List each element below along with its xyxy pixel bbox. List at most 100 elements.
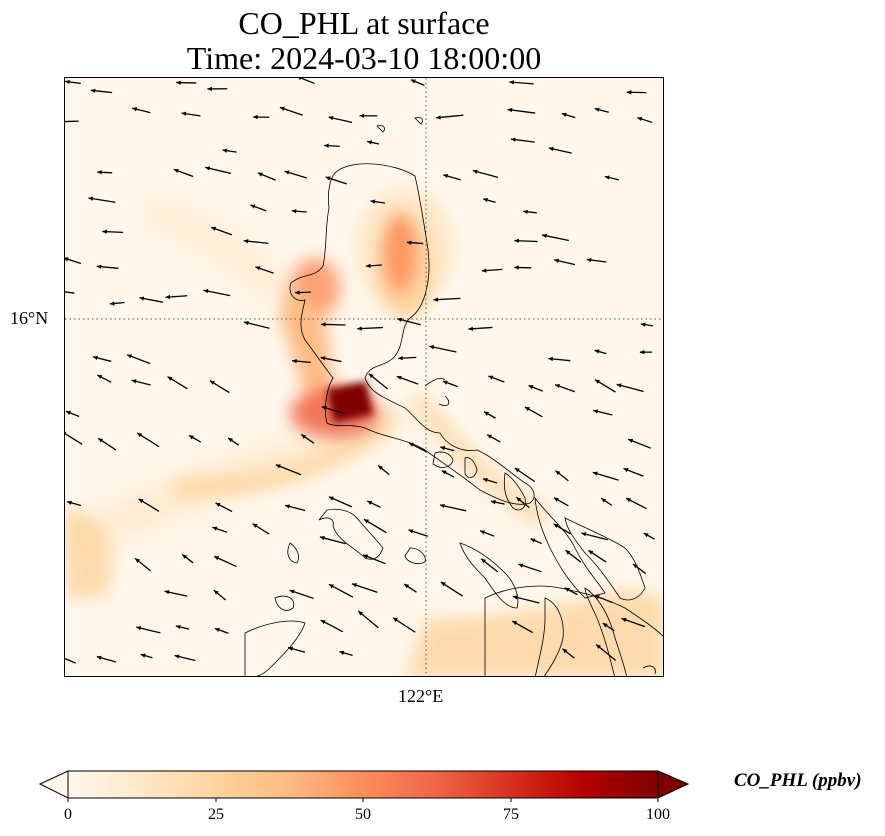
- wind-arrow: [594, 594, 613, 604]
- wind-arrow: [215, 502, 233, 513]
- wind-arrow: [207, 86, 228, 92]
- wind-arrow: [325, 176, 347, 185]
- wind-arrow: [165, 294, 188, 300]
- wind-arrow: [126, 354, 151, 365]
- wind-arrow: [523, 209, 537, 215]
- wind-arrow: [442, 380, 459, 388]
- wind-arrow: [515, 496, 530, 509]
- wind-arrow: [365, 263, 382, 268]
- wind-arrow: [66, 500, 82, 507]
- wind-arrow: [518, 563, 542, 573]
- wind-arrow: [328, 583, 354, 598]
- wind-arrow: [468, 326, 493, 331]
- wind-arrow: [213, 555, 237, 568]
- wind-arrow: [136, 432, 160, 448]
- wind-arrow: [548, 356, 571, 362]
- colorbar-min-extend: [38, 770, 69, 799]
- wind-arrow: [562, 648, 575, 659]
- wind-arrow: [429, 345, 457, 353]
- wind-arrow: [602, 622, 615, 632]
- longitude-label: 122°E: [398, 686, 444, 706]
- wind-arrow: [88, 196, 116, 203]
- colorbar-tick-50: 50: [355, 806, 371, 823]
- wind-arrow: [643, 532, 655, 540]
- wind-arrow: [203, 288, 231, 297]
- island-4: [287, 542, 299, 564]
- wind-arrow: [321, 405, 344, 414]
- wind-vectors: [65, 78, 655, 664]
- wind-arrow: [392, 617, 416, 633]
- wind-arrow: [97, 437, 117, 451]
- wind-arrow: [140, 653, 153, 659]
- coastlines: [244, 117, 663, 676]
- wind-arrow: [592, 471, 619, 481]
- map-background: [65, 78, 663, 676]
- wind-arrow: [586, 257, 607, 263]
- wind-arrow: [510, 137, 535, 143]
- wind-arrow: [65, 410, 80, 418]
- wind-arrow: [65, 79, 81, 85]
- wind-arrow: [555, 470, 569, 482]
- wind-arrow: [320, 356, 342, 363]
- wind-arrow: [222, 148, 237, 153]
- wind-arrow: [626, 90, 647, 95]
- wind-arrow: [482, 197, 496, 203]
- panay-coast: [459, 542, 519, 609]
- wind-arrow: [595, 643, 617, 661]
- wind-arrow: [530, 538, 542, 545]
- wind-arrow: [565, 549, 582, 563]
- wind-arrow: [210, 226, 233, 236]
- wind-arrow: [366, 500, 381, 508]
- wind-arrow: [524, 406, 543, 418]
- wind-arrow: [328, 496, 353, 508]
- title-line2: Time: 2024-03-10 18:00:00: [186, 40, 542, 76]
- wind-arrow: [65, 257, 82, 265]
- wind-arrow: [363, 518, 387, 534]
- wind-arrow: [507, 107, 536, 114]
- wind-arrow: [279, 106, 304, 116]
- wind-arrow: [554, 258, 576, 266]
- wind-arrow: [593, 409, 613, 416]
- map-panel: [64, 77, 664, 677]
- wind-arrow: [406, 240, 424, 245]
- wind-arrow: [357, 326, 384, 331]
- wind-arrow: [486, 434, 501, 443]
- wind-arrow: [257, 172, 276, 181]
- wind-arrow: [632, 563, 647, 575]
- wind-arrow: [139, 296, 164, 303]
- wind-arrow: [398, 355, 417, 361]
- wind-arrow: [319, 535, 346, 545]
- wind-arrow: [96, 264, 119, 269]
- wind-arrow: [440, 581, 464, 597]
- negros-coast: [535, 597, 564, 676]
- map-canvas: [65, 78, 663, 676]
- wind-arrow: [480, 558, 499, 573]
- wind-arrow: [541, 233, 569, 242]
- wind-arrow: [243, 239, 269, 244]
- colorbar-tick-100: 100: [646, 806, 670, 823]
- wind-arrow: [173, 168, 194, 178]
- latitude-label: 16°N: [10, 308, 49, 328]
- title-line1: CO_PHL at surface: [238, 5, 490, 41]
- wind-arrow: [553, 523, 571, 535]
- wind-arrow: [250, 204, 267, 212]
- wind-arrow: [227, 437, 240, 446]
- wind-arrow: [97, 374, 112, 383]
- wind-arrow: [138, 498, 160, 512]
- wind-arrow: [481, 268, 503, 273]
- wind-arrow: [440, 446, 455, 452]
- catanduanes-coast: [503, 472, 526, 511]
- concentration-field: [65, 188, 663, 676]
- wind-arrow: [439, 503, 467, 512]
- wind-arrow: [408, 529, 429, 537]
- wind-arrow: [514, 265, 532, 270]
- colorbar-gradient: [67, 770, 659, 799]
- samar-coast: [534, 496, 606, 599]
- wind-arrow: [368, 373, 389, 390]
- plume-northwest-faint: [145, 198, 305, 328]
- wind-arrow: [164, 590, 188, 597]
- wind-arrow: [511, 620, 533, 634]
- colorbar-label: CO_PHL (ppbv): [734, 770, 862, 791]
- wind-arrow: [65, 120, 79, 123]
- island-2: [432, 451, 454, 468]
